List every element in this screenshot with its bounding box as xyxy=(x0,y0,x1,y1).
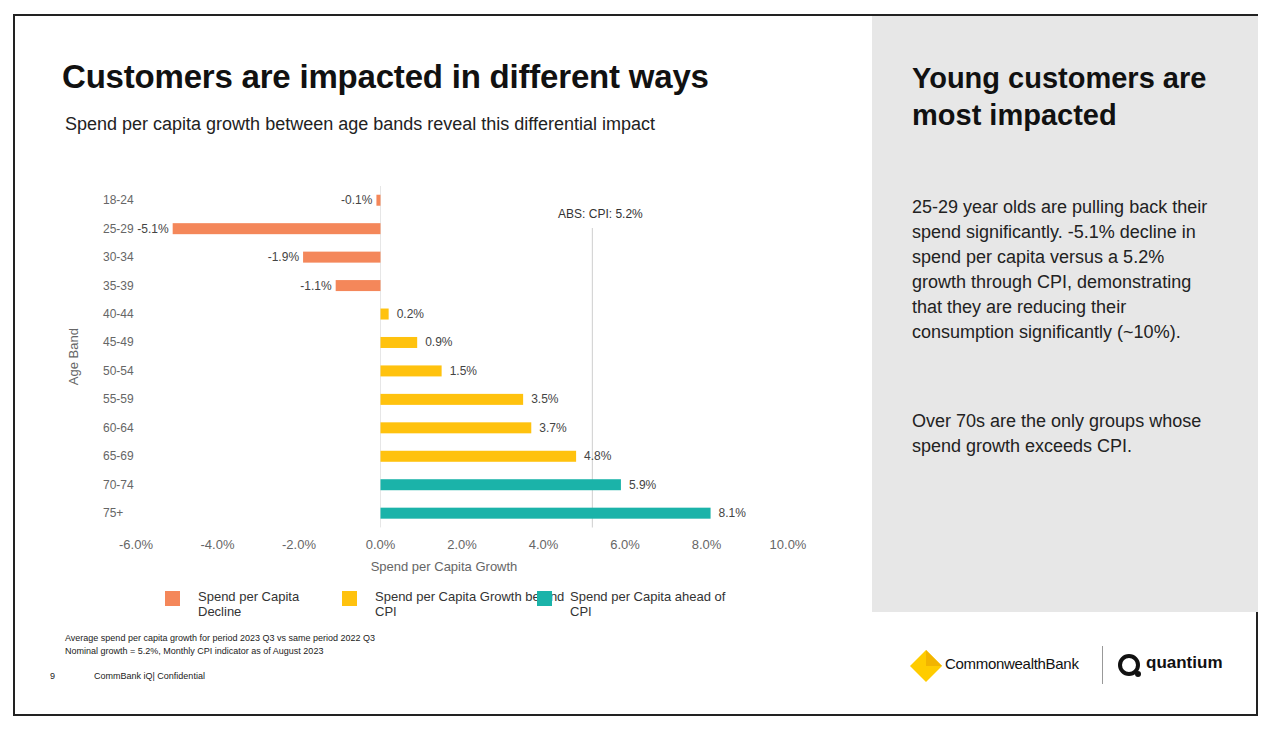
panel-heading: Young customers are most impacted xyxy=(912,60,1212,134)
bar xyxy=(381,422,532,433)
category-label: 70-74 xyxy=(103,478,134,492)
legend-swatch xyxy=(165,591,180,606)
page-number: 9 xyxy=(50,671,55,681)
category-label: 40-44 xyxy=(103,307,134,321)
x-tick-label: -6.0% xyxy=(119,537,153,552)
category-label: 60-64 xyxy=(103,421,134,435)
quantium-logo-icon xyxy=(1116,651,1146,681)
data-label: -1.9% xyxy=(268,250,300,264)
x-tick-label: 8.0% xyxy=(692,537,722,552)
legend-swatch xyxy=(342,591,357,606)
category-label: 45-49 xyxy=(103,335,134,349)
x-axis-title: Spend per Capita Growth xyxy=(371,559,518,574)
data-label: -5.1% xyxy=(137,222,169,236)
q-dot xyxy=(1135,671,1141,677)
logo-text: quantium xyxy=(1146,653,1223,673)
bar xyxy=(381,337,418,348)
data-label: 8.1% xyxy=(719,506,747,520)
subtitle: Spend per capita growth between age band… xyxy=(65,114,655,135)
category-label: 35-39 xyxy=(103,279,134,293)
data-label: 3.5% xyxy=(531,392,559,406)
bar xyxy=(381,309,389,320)
bar xyxy=(336,280,381,291)
bars xyxy=(173,195,711,519)
panel-paragraph: 25-29 year olds are pulling back their s… xyxy=(912,195,1217,345)
bar xyxy=(381,479,621,490)
bar xyxy=(303,252,380,263)
x-tick-label: -4.0% xyxy=(201,537,235,552)
q-ring xyxy=(1120,656,1138,674)
zero-line xyxy=(380,186,381,527)
footnote: Nominal growth = 5.2%, Monthly CPI indic… xyxy=(65,646,323,656)
legend-swatch xyxy=(537,591,552,606)
data-label: 0.9% xyxy=(425,335,453,349)
category-label: 65-69 xyxy=(103,449,134,463)
bar xyxy=(381,451,577,462)
category-label: 18-24 xyxy=(103,193,134,207)
y-axis-title: Age Band xyxy=(66,328,81,385)
legend-label: Spend per Capita Decline xyxy=(198,589,338,619)
category-label: 50-54 xyxy=(103,364,134,378)
category-label: 75+ xyxy=(103,506,123,520)
category-label: 30-34 xyxy=(103,250,134,264)
x-tick-label: 2.0% xyxy=(447,537,477,552)
data-label: 5.9% xyxy=(629,478,657,492)
bar xyxy=(376,195,380,206)
x-tick-label: 10.0% xyxy=(770,537,807,552)
x-tick-label: 0.0% xyxy=(366,537,396,552)
panel-paragraph: Over 70s are the only groups whose spend… xyxy=(912,409,1202,459)
x-tick-label: -2.0% xyxy=(282,537,316,552)
legend-label: Spend per Capita ahead of CPI xyxy=(570,589,740,619)
diamond xyxy=(910,650,942,682)
data-label: 1.5% xyxy=(450,364,478,378)
category-label: 25-29 xyxy=(103,222,134,236)
data-label: -1.1% xyxy=(300,279,332,293)
bar xyxy=(381,365,442,376)
data-label: 4.8% xyxy=(584,449,612,463)
bar xyxy=(381,508,711,519)
chart: ABS: CPI: 5.2%-0.1%-5.1%-1.9%-1.1%0.2%0.… xyxy=(0,0,870,590)
bar xyxy=(381,394,524,405)
x-tick-label: 6.0% xyxy=(610,537,640,552)
title: Customers are impacted in different ways xyxy=(62,58,709,96)
logo-separator xyxy=(1102,646,1103,684)
category-label: 55-59 xyxy=(103,392,134,406)
x-tick-label: 4.0% xyxy=(529,537,559,552)
annotation-label: ABS: CPI: 5.2% xyxy=(558,207,643,221)
bar xyxy=(173,223,381,234)
footer: CommBank iQ| Confidential xyxy=(94,671,205,681)
footnote: Average spend per capita growth for peri… xyxy=(65,633,375,643)
data-label: 3.7% xyxy=(539,421,567,435)
diamond-shade xyxy=(926,650,942,666)
logo-text: CommonwealthBank xyxy=(945,655,1079,672)
data-label: -0.1% xyxy=(341,193,373,207)
data-label: 0.2% xyxy=(397,307,425,321)
